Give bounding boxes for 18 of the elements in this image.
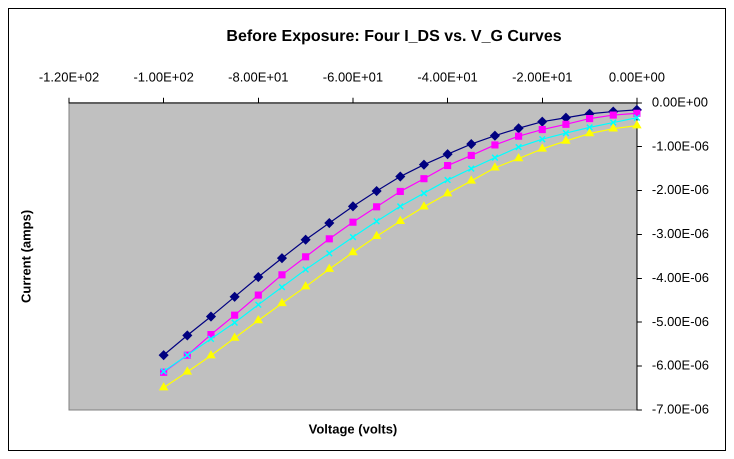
y-tick-label: -7.00E-06 — [652, 402, 710, 417]
y-tick-label: -4.00E-06 — [652, 270, 710, 285]
x-tick-label: -1.00E+02 — [133, 70, 194, 85]
x-tick-label: -1.20E+02 — [38, 70, 100, 85]
x-tick-label: -2.00E+01 — [512, 70, 572, 85]
x-tick-label: -4.00E+01 — [417, 70, 478, 85]
x-tick-label: 0.00E+00 — [608, 70, 665, 85]
y-tick-label: -1.00E-06 — [652, 138, 710, 154]
y-tick-label: -5.00E-06 — [652, 314, 710, 329]
y-axis-title: Current (amps) — [18, 210, 34, 303]
y-tick-label: -6.00E-06 — [652, 358, 710, 373]
chart-title: Before Exposure: Four I_DS vs. V_G Curves — [226, 28, 562, 46]
y-tick-label: -3.00E-06 — [652, 226, 710, 242]
x-axis-title: Voltage (volts) — [308, 422, 398, 437]
y-tick-label: 0.00E+00 — [652, 94, 708, 110]
y-tick-label: -2.00E-06 — [652, 182, 710, 198]
x-tick-label: -8.00E+01 — [228, 70, 288, 85]
x-tick-label: -6.00E+01 — [322, 70, 384, 85]
